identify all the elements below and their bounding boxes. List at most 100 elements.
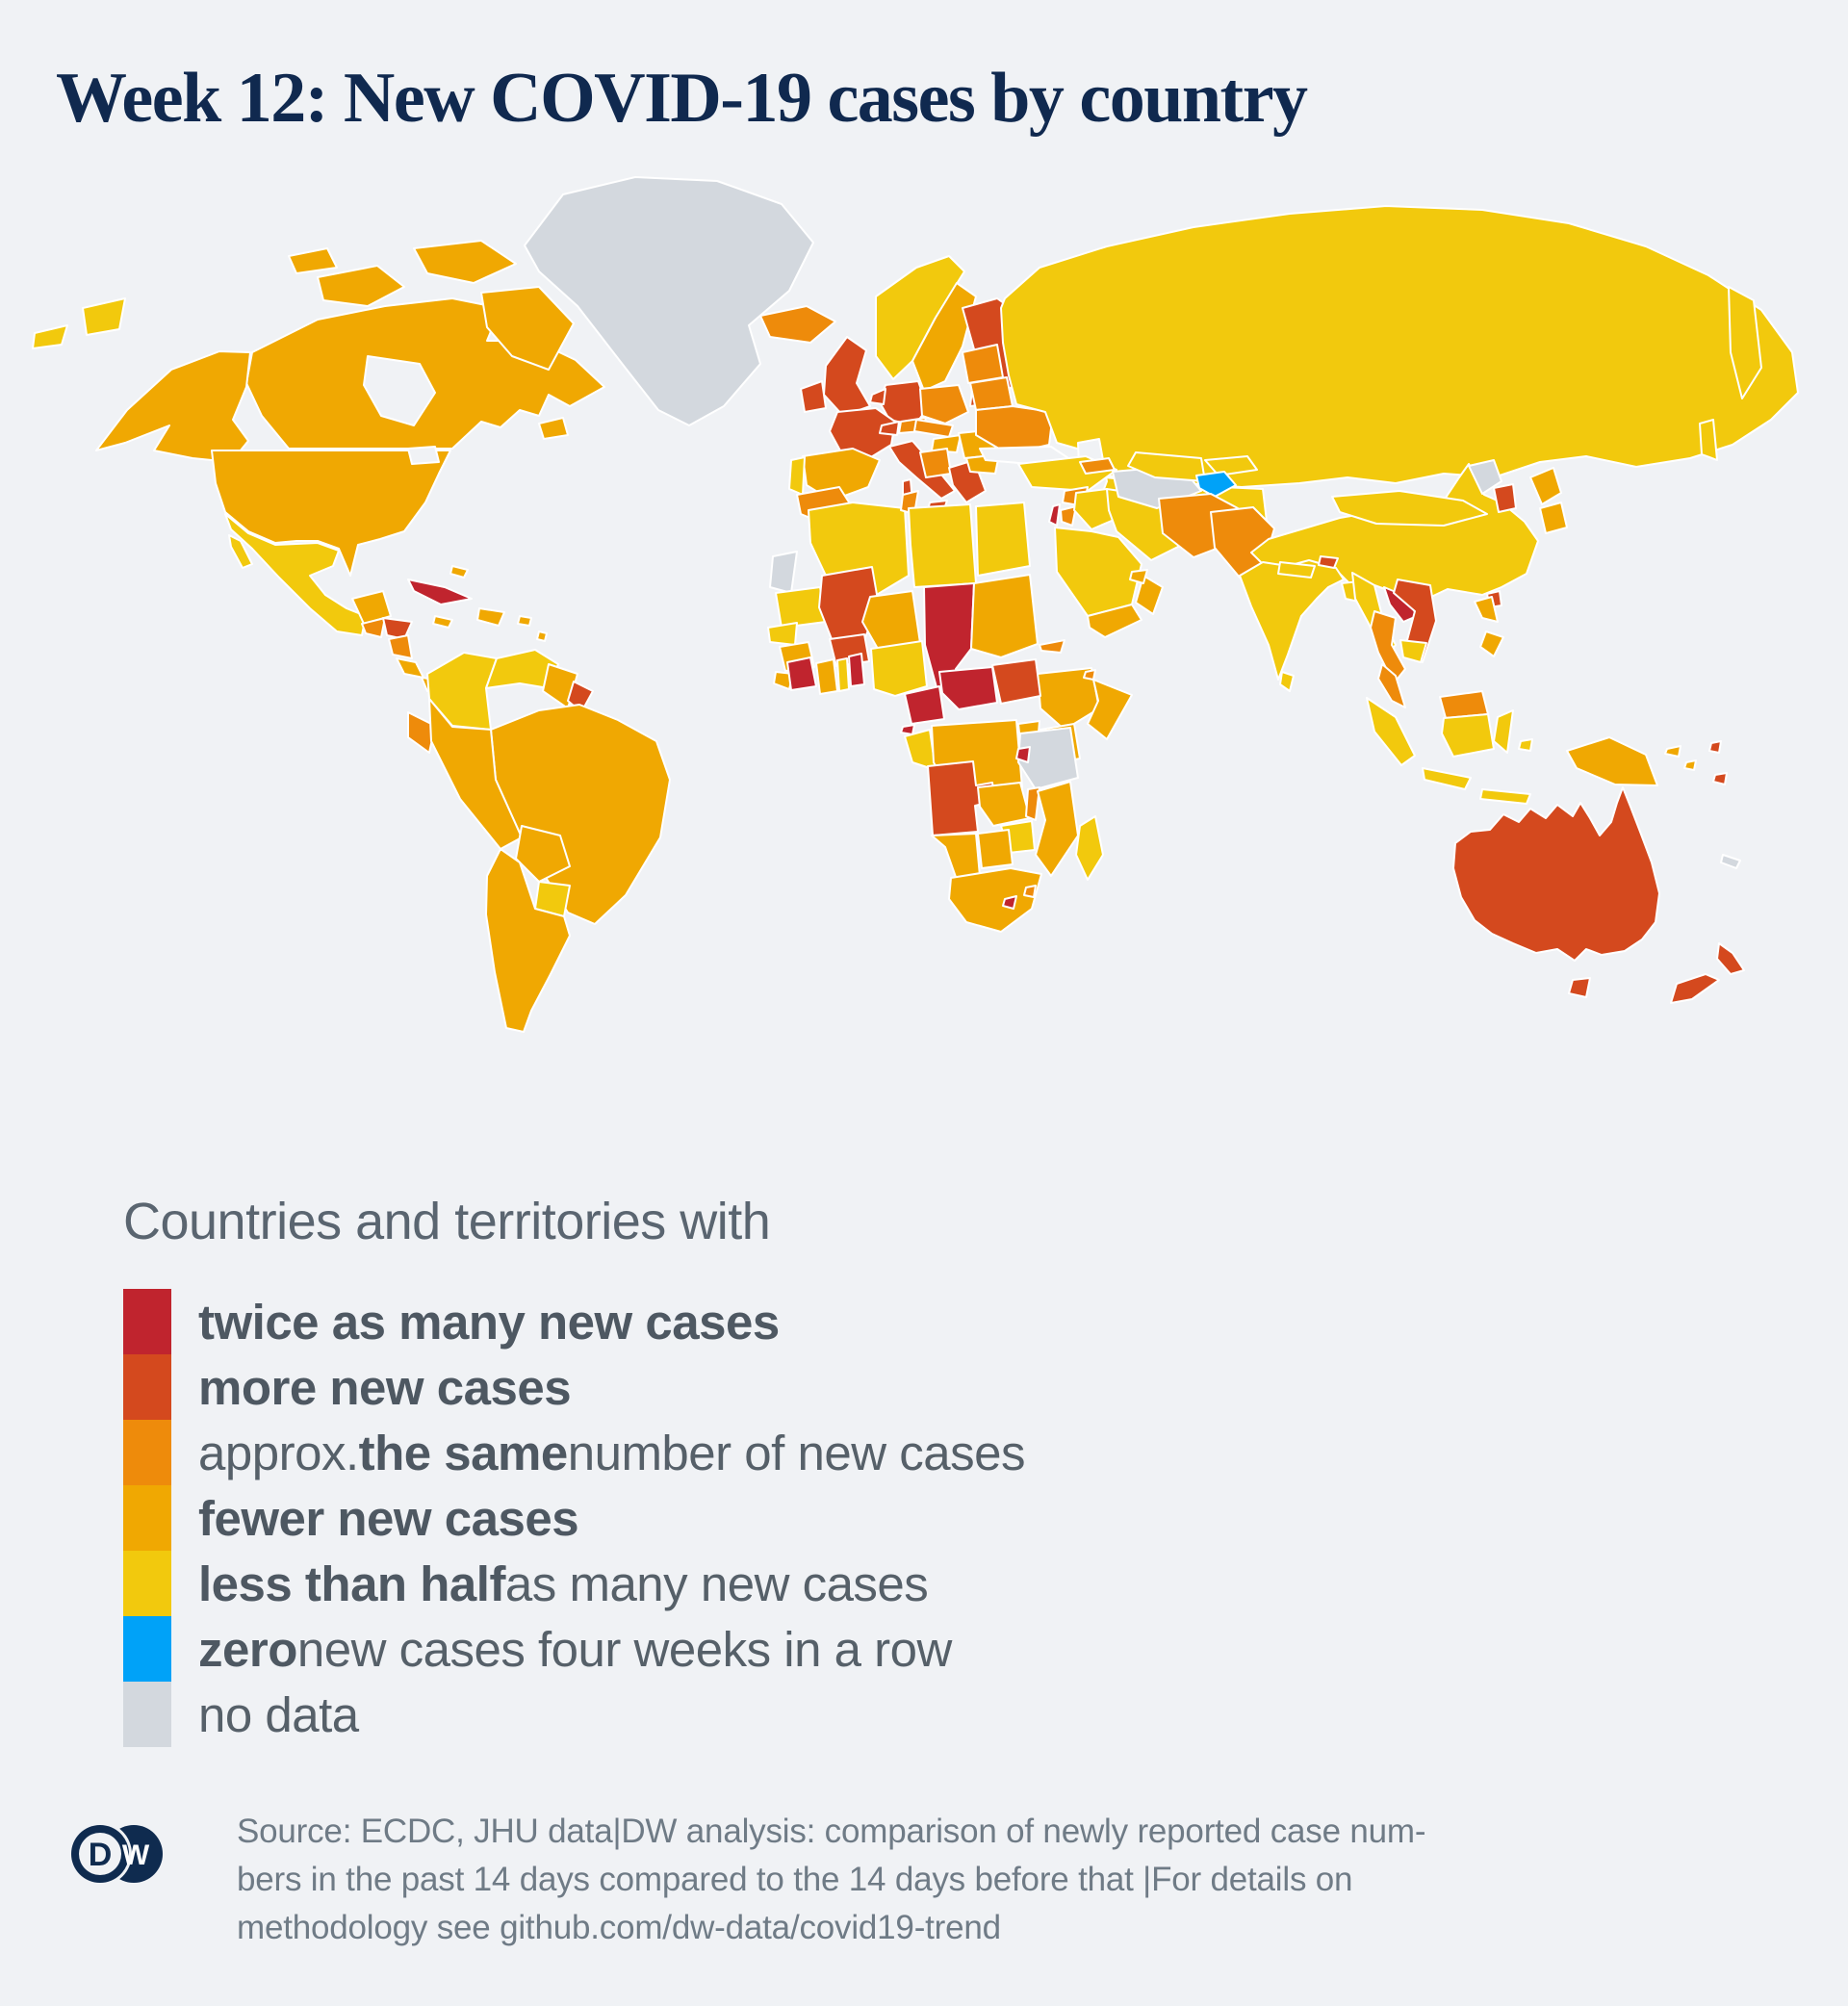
- legend-text: approx.: [198, 1425, 359, 1480]
- country-mexico: [224, 513, 367, 636]
- country-egypt: [975, 502, 1031, 577]
- legend-text: as many new cases: [504, 1556, 929, 1611]
- country-papua: [1566, 736, 1658, 786]
- legend-swatch-half: [123, 1551, 171, 1616]
- country-togo: [836, 657, 850, 692]
- country-ireland: [800, 380, 827, 413]
- legend-item-same: approx. the same number of new cases: [198, 1420, 1025, 1485]
- country-hispaniola: [476, 607, 505, 627]
- country-lesser-sunda: [1479, 788, 1531, 805]
- country-sulawesi: [1493, 709, 1514, 754]
- source-line-2: bers in the past 14 days compared to the…: [237, 1861, 1353, 1898]
- country-nigeria: [870, 640, 928, 697]
- dw-logo-letter-d: D: [89, 1837, 113, 1873]
- country-yucatan: [351, 590, 392, 625]
- country-maluku: [1518, 738, 1533, 752]
- country-sri-lanka: [1279, 671, 1295, 692]
- country-oman: [1135, 575, 1164, 615]
- country-argentina-chile: [485, 848, 571, 1033]
- legend-text-bold: twice as many new cases: [198, 1294, 780, 1350]
- country-puerto-rico: [517, 615, 532, 627]
- country-malaysia: [1377, 663, 1406, 708]
- country-mongolia: [1331, 490, 1488, 527]
- legend-text: no data: [198, 1686, 359, 1742]
- country-balkans: [919, 448, 952, 478]
- legend-swatch-same: [123, 1420, 171, 1485]
- legend-swatch-more: [123, 1354, 171, 1420]
- country-guatemala: [361, 617, 386, 638]
- legend-text-bold: fewer new cases: [198, 1490, 579, 1546]
- source-line-1: Source: ECDC, JHU data|DW analysis: comp…: [237, 1813, 1426, 1850]
- country-tasmania: [1568, 977, 1591, 998]
- country-vanuatu: [1708, 740, 1722, 754]
- country-equatorial-guinea: [900, 724, 915, 735]
- legend-text-bold: the same: [358, 1425, 569, 1480]
- country-uzbekistan: [1127, 451, 1206, 482]
- country-south-sudan: [991, 658, 1041, 705]
- dw-logo: D W: [70, 1823, 163, 1885]
- country-nepal: [1277, 561, 1316, 579]
- arctic-island: [288, 247, 338, 274]
- legend-item-twice: twice as many new cases: [198, 1289, 1025, 1354]
- country-ethiopia: [1037, 667, 1100, 731]
- country-yemen: [1087, 604, 1142, 638]
- country-israel: [1048, 503, 1061, 527]
- country-benin: [848, 653, 865, 687]
- legend-text: new cases four weeks in a row: [296, 1621, 952, 1677]
- page-title: Week 12: New COVID-19 cases by country: [56, 59, 1308, 138]
- legend-item-nodata: no data: [198, 1682, 1025, 1747]
- country-poland: [919, 384, 969, 424]
- country-hungary: [931, 434, 962, 453]
- country-senegal: [767, 622, 798, 646]
- country-tajikistan: [1195, 471, 1237, 498]
- country-zambia: [977, 782, 1031, 827]
- country-italy: [888, 440, 956, 500]
- country-jamaica: [432, 615, 453, 629]
- legend-swatch-twice: [123, 1289, 171, 1354]
- legend-item-fewer: fewer new cases: [198, 1485, 1025, 1551]
- country-france: [829, 407, 896, 461]
- country-solomons-2: [1683, 759, 1697, 771]
- country-new-zealand-south: [1670, 973, 1720, 1004]
- country-saudi-arabia: [1054, 527, 1142, 617]
- country-ecuador: [407, 711, 436, 754]
- country-java: [1422, 767, 1472, 790]
- country-gabon-congo: [904, 729, 937, 771]
- country-uk: [823, 336, 871, 417]
- legend-text: number of new cases: [567, 1425, 1026, 1480]
- country-cote-divoire: [786, 656, 817, 691]
- country-japan-south: [1539, 502, 1568, 534]
- country-cambodia: [1399, 639, 1427, 663]
- country-new-caledonia: [1720, 854, 1741, 869]
- legend-item-half: less than half as many new cases: [198, 1551, 1025, 1616]
- country-sakhalin: [1699, 419, 1718, 461]
- country-ghana: [815, 658, 838, 695]
- country-bahamas: [449, 565, 469, 579]
- country-nicaragua: [388, 634, 413, 659]
- country-iceland: [759, 305, 836, 344]
- country-namibia: [931, 833, 981, 881]
- country-mozambique: [1035, 781, 1079, 877]
- dw-logo-left-ring: [79, 1833, 121, 1875]
- country-newfoundland: [538, 417, 569, 440]
- country-alaska: [95, 350, 251, 463]
- country-cuba: [407, 579, 473, 605]
- country-caucasus: [1079, 457, 1116, 475]
- country-eritrea: [1039, 639, 1065, 654]
- source-line-3: methodology see github.com/dw-data/covid…: [237, 1909, 1001, 1946]
- country-botswana: [977, 829, 1014, 869]
- country-chukotka-tail: [32, 324, 68, 349]
- country-baltics: [962, 344, 1004, 384]
- country-sudan: [970, 574, 1039, 658]
- country-jordan: [1060, 505, 1077, 527]
- country-russia: [1000, 205, 1799, 488]
- arctic-island: [413, 240, 517, 284]
- country-belarus: [969, 376, 1014, 411]
- country-libya: [908, 503, 977, 588]
- country-antilles: [536, 630, 548, 642]
- country-central-african-republic: [938, 666, 998, 710]
- country-south-korea: [1493, 483, 1517, 513]
- country-kyrgyzstan: [1204, 455, 1258, 476]
- legend-swatch-zero: [123, 1616, 171, 1682]
- country-australia: [1452, 786, 1660, 962]
